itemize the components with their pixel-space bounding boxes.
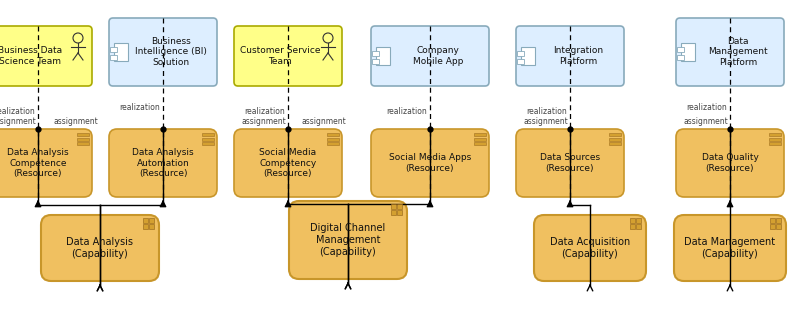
Text: Integration
Platform: Integration Platform: [552, 46, 603, 66]
Bar: [109, 55, 116, 60]
Text: assignment: assignment: [241, 116, 285, 125]
Text: Data Management
(Capability): Data Management (Capability): [684, 237, 775, 259]
Bar: [109, 46, 116, 51]
FancyBboxPatch shape: [676, 18, 783, 86]
FancyBboxPatch shape: [41, 215, 159, 281]
Text: realization: realization: [526, 107, 566, 116]
Text: Business Data
Science Team: Business Data Science Team: [0, 46, 62, 66]
Text: assignment: assignment: [54, 116, 98, 125]
Bar: [391, 204, 396, 209]
Text: realization: realization: [119, 103, 160, 112]
Bar: [327, 142, 338, 145]
FancyBboxPatch shape: [289, 201, 406, 279]
Bar: [768, 138, 780, 140]
Bar: [769, 218, 774, 223]
Bar: [629, 224, 634, 229]
FancyBboxPatch shape: [515, 26, 623, 86]
FancyBboxPatch shape: [673, 215, 785, 281]
FancyBboxPatch shape: [515, 129, 623, 197]
Bar: [768, 133, 780, 136]
Bar: [327, 133, 338, 136]
Bar: [148, 224, 154, 229]
Bar: [202, 138, 214, 140]
Text: Data
Management
Platform: Data Management Platform: [707, 37, 767, 67]
FancyBboxPatch shape: [234, 129, 341, 197]
Bar: [680, 43, 694, 61]
Bar: [474, 138, 486, 140]
Text: Business
Intelligence (BI)
Solution: Business Intelligence (BI) Solution: [135, 37, 207, 67]
Bar: [391, 210, 396, 215]
Bar: [397, 204, 401, 209]
Bar: [775, 218, 780, 223]
Bar: [397, 210, 401, 215]
Bar: [608, 142, 620, 145]
Bar: [635, 218, 640, 223]
Bar: [676, 55, 683, 60]
Text: Company
Mobile App: Company Mobile App: [412, 46, 462, 66]
Text: Digital Channel
Management
(Capability): Digital Channel Management (Capability): [310, 223, 385, 256]
Bar: [768, 142, 780, 145]
Bar: [114, 43, 128, 61]
Bar: [608, 133, 620, 136]
Bar: [371, 51, 378, 56]
Text: Social Media
Competency
(Resource): Social Media Competency (Resource): [259, 148, 316, 178]
FancyBboxPatch shape: [109, 129, 217, 197]
Text: realization: realization: [244, 107, 285, 116]
Bar: [769, 224, 774, 229]
Bar: [202, 142, 214, 145]
Bar: [474, 133, 486, 136]
Text: assignment: assignment: [522, 116, 568, 125]
FancyBboxPatch shape: [371, 26, 488, 86]
Bar: [375, 47, 389, 65]
FancyBboxPatch shape: [676, 129, 783, 197]
Bar: [77, 142, 89, 145]
Bar: [516, 51, 523, 56]
Bar: [521, 47, 534, 65]
Bar: [676, 46, 683, 51]
Text: assignment: assignment: [0, 116, 36, 125]
FancyBboxPatch shape: [109, 18, 217, 86]
Bar: [516, 59, 523, 64]
Text: realization: realization: [685, 103, 726, 112]
Bar: [629, 218, 634, 223]
Bar: [371, 59, 378, 64]
Text: Data Acquisition
(Capability): Data Acquisition (Capability): [549, 237, 629, 259]
Text: Customer Service
Team: Customer Service Team: [239, 46, 320, 66]
FancyBboxPatch shape: [371, 129, 488, 197]
Bar: [143, 218, 148, 223]
Bar: [474, 142, 486, 145]
Bar: [143, 224, 148, 229]
Text: realization: realization: [386, 107, 427, 116]
Bar: [202, 133, 214, 136]
Bar: [327, 138, 338, 140]
FancyBboxPatch shape: [0, 26, 92, 86]
Text: Data Analysis
(Capability): Data Analysis (Capability): [67, 237, 133, 259]
Bar: [77, 138, 89, 140]
Text: assignment: assignment: [682, 116, 727, 125]
Text: Data Quality
(Resource): Data Quality (Resource): [701, 153, 757, 173]
Text: assignment: assignment: [301, 116, 345, 125]
Text: Data Sources
(Resource): Data Sources (Resource): [539, 153, 599, 173]
Text: Data Analysis
Competence
(Resource): Data Analysis Competence (Resource): [7, 148, 69, 178]
FancyBboxPatch shape: [234, 26, 341, 86]
FancyBboxPatch shape: [534, 215, 646, 281]
Bar: [775, 224, 780, 229]
Text: realization: realization: [0, 107, 35, 116]
Bar: [635, 224, 640, 229]
FancyBboxPatch shape: [0, 129, 92, 197]
Bar: [608, 138, 620, 140]
Text: Social Media Apps
(Resource): Social Media Apps (Resource): [388, 153, 470, 173]
Bar: [77, 133, 89, 136]
Bar: [148, 218, 154, 223]
Text: Data Analysis
Automation
(Resource): Data Analysis Automation (Resource): [132, 148, 194, 178]
